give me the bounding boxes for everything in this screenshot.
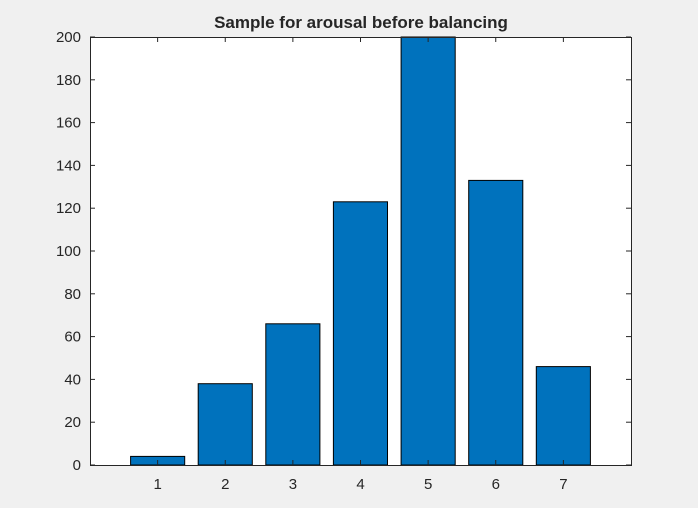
bar-series — [130, 36, 591, 466]
x-tick-label: 4 — [356, 476, 364, 493]
y-tick-label: 200 — [56, 29, 81, 46]
y-tick-label: 80 — [64, 286, 81, 303]
bar-2 — [197, 383, 253, 466]
y-tick-label: 140 — [56, 157, 81, 174]
bar-4 — [332, 201, 388, 466]
chart-title: Sample for arousal before balancing — [214, 13, 508, 32]
x-tick-label: 6 — [492, 476, 500, 493]
y-tick-label: 120 — [56, 200, 81, 217]
x-tick-label: 3 — [289, 476, 297, 493]
axes-box — [90, 37, 632, 466]
x-tick-label: 7 — [559, 476, 567, 493]
x-tick-label: 5 — [424, 476, 432, 493]
x-tick-label: 2 — [221, 476, 229, 493]
y-tick-label: 60 — [64, 329, 81, 346]
x-tick-label: 1 — [153, 476, 161, 493]
y-tick-label: 160 — [56, 115, 81, 132]
bar-3 — [265, 323, 321, 466]
y-tick-label: 100 — [56, 243, 81, 260]
y-axis-ticks: 0 20 40 60 80 100 120 140 160 180 200 — [56, 29, 631, 474]
y-tick-label: 0 — [73, 457, 81, 474]
bar-5 — [400, 36, 456, 466]
bar-7 — [535, 366, 591, 466]
y-tick-label: 40 — [64, 371, 81, 388]
y-tick-label: 180 — [56, 72, 81, 89]
bar-6 — [468, 179, 524, 466]
y-tick-label: 20 — [64, 414, 81, 431]
